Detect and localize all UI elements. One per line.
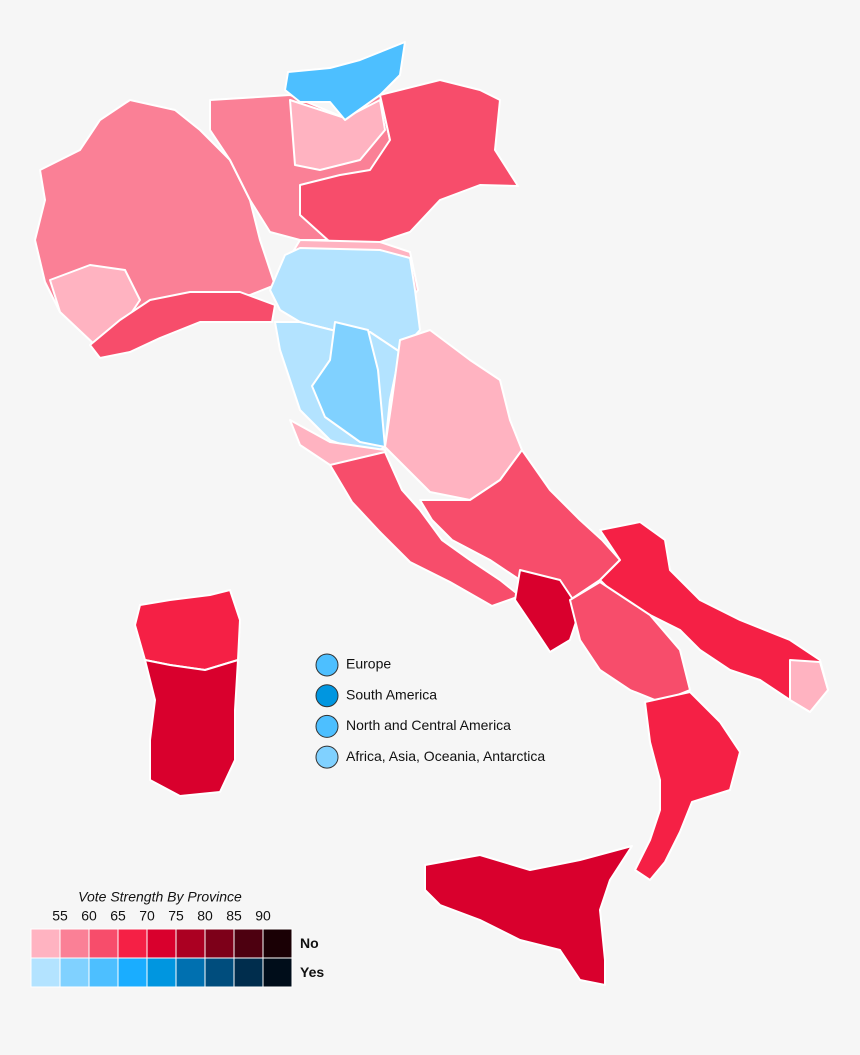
overseas-label: South America xyxy=(346,686,437,702)
region xyxy=(144,659,239,797)
legend-swatch xyxy=(59,957,90,988)
overseas-marker xyxy=(315,653,339,677)
region xyxy=(514,569,581,653)
legend-swatch xyxy=(146,928,177,959)
legend-swatch xyxy=(117,928,148,959)
overseas-marker xyxy=(315,714,339,738)
legend-swatch xyxy=(262,928,293,959)
legend-swatch xyxy=(262,957,293,988)
legend-swatch xyxy=(88,957,119,988)
legend-swatch xyxy=(59,928,90,959)
overseas-label: Europe xyxy=(346,656,391,672)
regions xyxy=(34,41,829,986)
legend-swatch xyxy=(117,957,148,988)
overseas-label: Africa, Asia, Oceania, Antarctica xyxy=(346,748,545,764)
legend-swatch xyxy=(88,928,119,959)
region xyxy=(311,321,386,448)
region xyxy=(329,451,521,607)
overseas-marker xyxy=(315,684,339,708)
legend-swatch xyxy=(204,928,235,959)
legend-swatch xyxy=(175,957,206,988)
legend-swatch xyxy=(146,957,177,988)
overseas-marker xyxy=(315,745,339,769)
legend-swatch xyxy=(30,957,61,988)
region xyxy=(789,659,829,713)
legend-swatch xyxy=(204,957,235,988)
legend-tick-label: 75 xyxy=(168,908,184,924)
legend-row-label: No xyxy=(300,935,319,951)
legend-title: Vote Strength By Province xyxy=(78,889,242,905)
region xyxy=(299,79,519,243)
vote-strength-legend: Vote Strength By Province 55 60 65 70 75 80 85… xyxy=(30,889,324,988)
legend-row-label: Yes xyxy=(300,964,324,980)
legend-swatch xyxy=(30,928,61,959)
region xyxy=(89,291,276,359)
legend-swatch xyxy=(175,928,206,959)
overseas-label: North and Central America xyxy=(346,717,511,733)
overseas-legend: Europe South America North and Central Ame… xyxy=(315,653,545,769)
legend-swatch xyxy=(233,928,264,959)
legend-tick-label: 55 xyxy=(52,908,68,924)
legend-tick-label: 65 xyxy=(110,908,126,924)
region xyxy=(634,691,741,881)
legend-tick-label: 60 xyxy=(81,908,97,924)
legend-tick-label: 70 xyxy=(139,908,155,924)
legend-tick-label: 80 xyxy=(197,908,213,924)
legend-tick-label: 90 xyxy=(255,908,271,924)
legend-swatch xyxy=(233,957,264,988)
legend-tick-label: 85 xyxy=(226,908,242,924)
region xyxy=(424,845,633,986)
